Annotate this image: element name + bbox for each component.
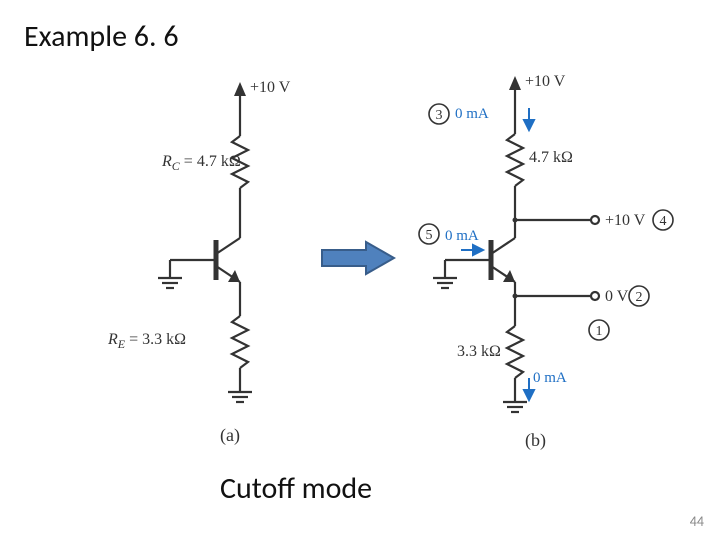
transition-arrow-icon	[318, 238, 398, 278]
rc-a: RC = 4.7 kΩ	[161, 153, 241, 173]
caption-text: Cutoff mode	[220, 470, 372, 507]
re-a: RE = 3.3 kΩ	[107, 331, 186, 351]
page-number: 44	[690, 513, 704, 530]
fig-b-label: (b)	[525, 430, 546, 451]
rc-b: 4.7 kΩ	[529, 149, 573, 166]
circuit-b: +10 V 4.7 kΩ 3.3 kΩ 0 mA 0 mA 0 mA +10 V…	[395, 62, 685, 442]
slide-title: Example 6. 6	[24, 18, 179, 55]
ib-label: 0 mA	[445, 228, 479, 244]
step-4: 4	[660, 214, 667, 229]
circuit-a: +10 V RC = 4.7 kΩ RE = 3.3 kΩ	[90, 70, 320, 430]
step-1: 1	[596, 324, 603, 339]
vcc-a: +10 V	[250, 79, 291, 96]
vc-label: +10 V	[605, 212, 646, 229]
ie-label: 0 mA	[533, 370, 567, 386]
fig-a-label: (a)	[220, 425, 240, 446]
vcc-b: +10 V	[525, 73, 566, 90]
ic-label: 0 mA	[455, 106, 489, 122]
step-2: 2	[636, 290, 643, 305]
step-3: 3	[436, 108, 443, 123]
step-5: 5	[426, 228, 433, 243]
re-b: 3.3 kΩ	[457, 343, 501, 360]
ve-label: 0 V	[605, 288, 629, 305]
